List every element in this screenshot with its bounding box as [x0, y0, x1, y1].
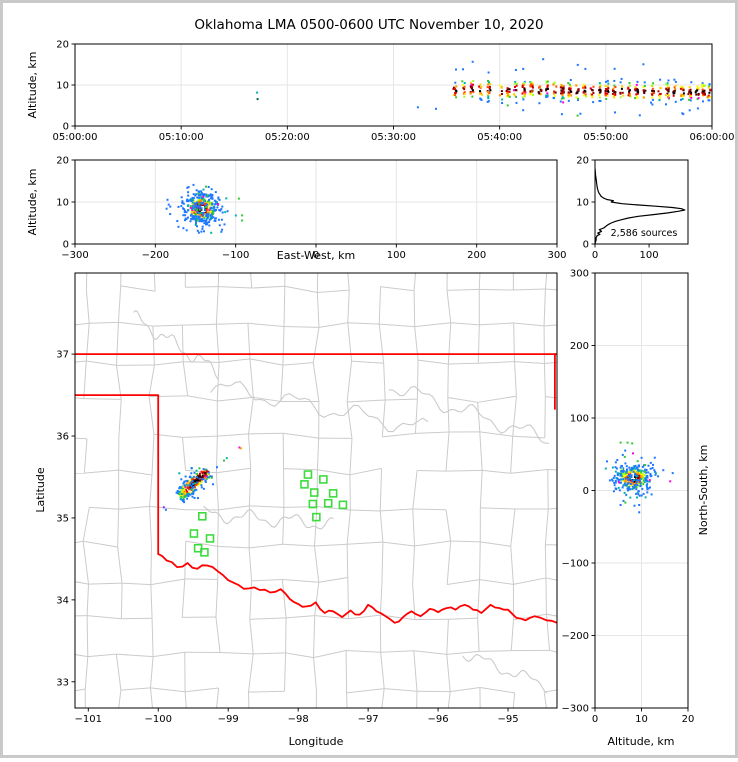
tick-label: 0 [63, 122, 69, 133]
tick-label: −97 [358, 714, 379, 725]
tick-label: 300 [547, 250, 566, 261]
tick-label: 05:20:00 [265, 132, 310, 143]
tick-label: −300 [61, 250, 88, 261]
ew-height-xlabel: East-West, km [277, 249, 355, 262]
tick-label: 200 [467, 250, 486, 261]
tick-label: 0 [583, 486, 589, 497]
tick-label: −95 [497, 714, 518, 725]
tick-label: 35 [56, 513, 69, 524]
tick-label: 10 [635, 714, 648, 725]
tick-label: −200 [142, 250, 169, 261]
tick-label: 10 [56, 81, 69, 92]
flash-count-label-ew: 1 [200, 205, 206, 214]
tick-label: 20 [576, 156, 589, 167]
tick-label: 300 [570, 269, 589, 280]
tick-label: 100 [640, 250, 659, 261]
histogram-annotation: 2,586 sources [611, 228, 678, 239]
tick-label: 05:50:00 [583, 132, 628, 143]
tick-label: 0 [592, 714, 598, 725]
ns-height-ylabel: North-South, km [697, 445, 710, 536]
tick-label: 200 [570, 341, 589, 352]
tick-label: 0 [63, 240, 69, 251]
ew-height-ylabel: Altitude, km [26, 168, 39, 235]
map-xlabel: Longitude [289, 735, 344, 748]
tick-label: 05:00:00 [53, 132, 98, 143]
tick-label: −200 [562, 631, 589, 642]
map-ylabel: Latitude [34, 467, 47, 513]
tick-label: −96 [428, 714, 449, 725]
tick-label: 0 [583, 240, 589, 251]
flash-count-label-ns: 1 [630, 472, 636, 481]
tick-label: 06:00:00 [690, 132, 735, 143]
figure-title: Oklahoma LMA 0500-0600 UTC November 10, … [194, 17, 543, 33]
tick-label: 10 [576, 198, 589, 209]
tick-label: 36 [56, 432, 69, 443]
time-height-ylabel: Altitude, km [26, 51, 39, 118]
tick-label: 37 [56, 350, 69, 361]
tick-label: 20 [56, 40, 69, 51]
tick-label: 100 [387, 250, 406, 261]
tick-label: 33 [56, 677, 69, 688]
tick-label: −98 [288, 714, 309, 725]
ns-height-xlabel: Altitude, km [607, 735, 674, 748]
tick-label: 20 [682, 714, 695, 725]
tick-label: 05:30:00 [371, 132, 416, 143]
tick-label: 0 [592, 250, 598, 261]
tick-label: 05:10:00 [159, 132, 204, 143]
tick-label: −300 [562, 704, 589, 715]
tick-label: −100 [562, 559, 589, 570]
tick-label: −100 [222, 250, 249, 261]
tick-label: −100 [145, 714, 172, 725]
tick-label: 20 [56, 156, 69, 167]
tick-label: −99 [218, 714, 239, 725]
tick-label: −101 [75, 714, 102, 725]
tick-label: 10 [56, 198, 69, 209]
tick-label: 05:40:00 [477, 132, 522, 143]
tick-label: 100 [570, 414, 589, 425]
tick-label: 34 [56, 595, 69, 606]
